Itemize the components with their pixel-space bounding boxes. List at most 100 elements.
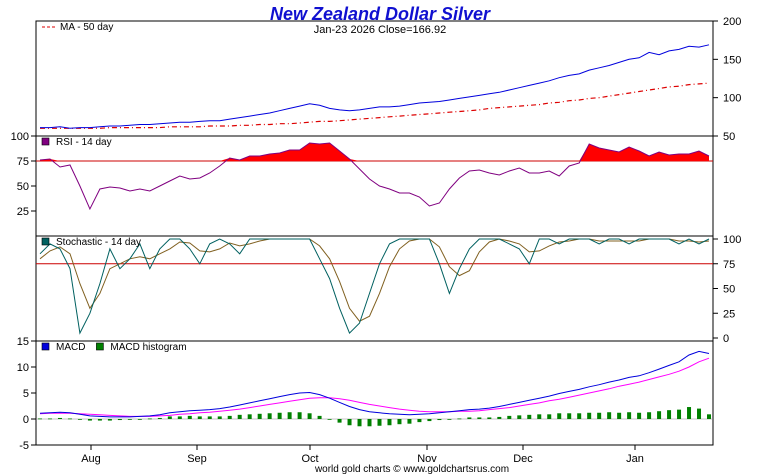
macd-histogram-bar (217, 416, 222, 419)
macd-histogram-bar (647, 412, 652, 419)
rsi-line (39, 142, 710, 211)
macd-histogram-bar (257, 413, 262, 419)
x-tick-label: Sep (187, 453, 207, 465)
price-frame (35, 20, 714, 137)
macd-histogram-bar (267, 413, 272, 419)
macd-histogram-bar (537, 414, 542, 419)
panel-macd: -5 0 5 10 15 MACD MACD histogram (17, 336, 714, 452)
macd-histogram-bar (137, 419, 142, 420)
price-tick-label: 100 (723, 93, 741, 105)
macd-tick-label: 15 (17, 336, 29, 348)
macd-histogram-bar (287, 412, 292, 419)
rsi-tick-label: 50 (17, 181, 29, 193)
macd-histogram-bar (437, 419, 442, 421)
macd-histogram-bar (697, 408, 702, 419)
macd-histogram-bar (77, 419, 82, 420)
price-tick-label: 50 (723, 131, 735, 143)
macd-histogram-bar (317, 415, 322, 419)
x-tick-label: Aug (81, 453, 101, 465)
macd-histogram-bar (87, 419, 92, 421)
x-axis: Aug Sep Oct Nov Dec Jan (81, 445, 644, 465)
stoch-frame (35, 235, 714, 342)
rsi-tick-label: 100 (11, 131, 29, 143)
macd-histogram-bar (667, 410, 672, 419)
macd-histogram-bar (337, 419, 342, 423)
macd-histogram-bar (627, 412, 632, 419)
panel-price: 50 100 150 200 MA - 50 day (35, 16, 741, 143)
panels: 50 100 150 200 MA - 50 day 25 50 75 100 RSI - 14 … (11, 16, 742, 452)
macd-histogram-bar (497, 416, 502, 419)
macd-histogram-bar (707, 414, 711, 419)
stoch-legend-swatch (41, 237, 50, 246)
macd-histogram-bar (127, 419, 132, 420)
chart-subtitle: Jan-23 2026 Close=166.92 (314, 24, 446, 36)
x-tick-label: Nov (417, 453, 437, 465)
macd-histogram-bar (297, 412, 302, 419)
macd-histogram-bar (547, 414, 552, 419)
macd-histogram-bar (38, 418, 42, 420)
macd-legend-label: MACD histogram (110, 342, 186, 353)
macd-histogram-bar (567, 413, 572, 419)
macd-histogram-bar (177, 416, 182, 419)
macd-histogram-bar (517, 415, 522, 419)
macd-histogram-bar (427, 419, 432, 422)
macd-histogram-bar (357, 419, 362, 427)
macd-histogram-bar (687, 407, 692, 419)
macd-histogram-bar (417, 419, 422, 423)
macd-histogram-bar (67, 418, 72, 420)
x-tick-label: Dec (513, 453, 533, 465)
macd-frame (35, 340, 714, 446)
rsi-legend-swatch (41, 137, 50, 146)
x-tick-label: Jan (626, 453, 644, 465)
macd-tick-label: -5 (19, 440, 29, 452)
stoch-legend-label: Stochastic - 14 day (56, 237, 141, 248)
macd-histogram-bar (487, 417, 492, 419)
macd-histogram-bar (187, 415, 192, 419)
macd-histogram-bar (47, 418, 52, 420)
macd-histogram-bar (97, 419, 102, 421)
rsi-overbought-fill (40, 143, 709, 161)
macd-histogram-bar (117, 419, 122, 421)
macd-histogram-bar (237, 414, 242, 419)
macd-histogram-bar (407, 419, 412, 424)
macd-legend-label: MACD (56, 342, 85, 353)
macd-legend-swatch (96, 342, 104, 351)
macd-histogram-bar (377, 419, 382, 426)
macd-tick-label: 5 (23, 388, 29, 400)
macd-histogram-bar (527, 414, 532, 419)
macd-histogram-bar (57, 417, 62, 419)
rsi-tick-label: 25 (17, 206, 29, 218)
ma-50-line (40, 82, 710, 129)
price-tick-label: 150 (723, 54, 741, 66)
macd-histogram-bar (457, 418, 462, 420)
macd-histogram-bar (397, 419, 402, 425)
stoch-tick-label: 100 (723, 234, 741, 246)
price-legend-label: MA - 50 day (60, 22, 113, 33)
macd-line (39, 350, 710, 418)
macd-histogram-bar (467, 417, 472, 419)
macd-histogram-bar (587, 412, 592, 419)
stoch-d-line (39, 238, 710, 322)
price-line (40, 44, 710, 129)
macd-histogram-bar (247, 414, 252, 419)
macd-histogram-bar (347, 419, 352, 426)
macd-histogram-bar (157, 417, 162, 419)
stoch-k-line (39, 238, 710, 335)
macd-histogram-bar (507, 415, 512, 419)
macd-histogram-bar (597, 412, 602, 419)
price-tick-label: 200 (723, 16, 741, 28)
macd-histogram-bar (207, 416, 212, 419)
macd-histogram-bar (147, 418, 152, 420)
chart-footer: world gold charts © www.goldchartsrus.co… (314, 464, 509, 475)
macd-tick-label: 10 (17, 362, 29, 374)
macd-histogram-bar (367, 419, 372, 427)
macd-histogram-bar (447, 419, 452, 420)
macd-histogram-bar (167, 416, 172, 419)
rsi-tick-label: 75 (17, 156, 29, 168)
rsi-legend-label: RSI - 14 day (56, 137, 112, 148)
stoch-tick-label: 25 (723, 308, 735, 320)
panel-rsi: 25 50 75 100 RSI - 14 day (11, 131, 714, 237)
stoch-tick-label: 50 (723, 284, 735, 296)
macd-histogram-bar (327, 419, 332, 420)
